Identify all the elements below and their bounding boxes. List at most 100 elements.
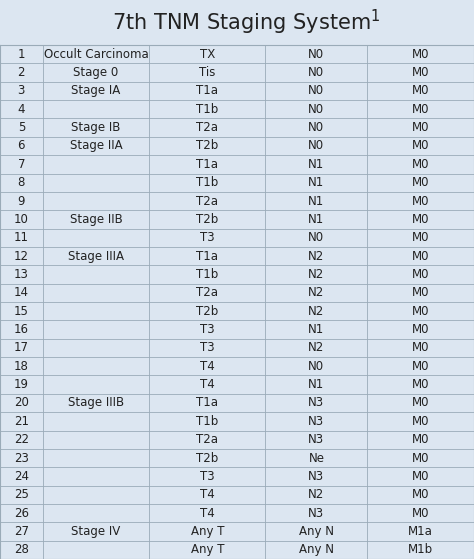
Text: Stage IV: Stage IV — [72, 525, 120, 538]
Text: 22: 22 — [14, 433, 29, 446]
Bar — [0, 247, 474, 266]
Text: TX: TX — [200, 48, 215, 61]
Text: 10: 10 — [14, 213, 29, 226]
Bar — [0, 173, 474, 192]
Bar — [0, 320, 474, 339]
Text: T1b: T1b — [196, 103, 219, 116]
Bar — [0, 100, 474, 119]
Text: M1a: M1a — [408, 525, 433, 538]
Bar — [0, 302, 474, 320]
Text: Stage IB: Stage IB — [71, 121, 121, 134]
Text: M0: M0 — [412, 488, 429, 501]
Text: T1b: T1b — [196, 176, 219, 189]
Text: T1b: T1b — [196, 268, 219, 281]
Text: N0: N0 — [308, 66, 325, 79]
Text: Stage IA: Stage IA — [72, 84, 120, 97]
Text: Tis: Tis — [199, 66, 216, 79]
Text: N1: N1 — [308, 323, 325, 336]
Text: 24: 24 — [14, 470, 29, 483]
Text: 20: 20 — [14, 396, 29, 409]
Text: 16: 16 — [14, 323, 29, 336]
Text: 2: 2 — [18, 66, 25, 79]
Text: M0: M0 — [412, 433, 429, 446]
Text: M0: M0 — [412, 231, 429, 244]
Text: N3: N3 — [308, 470, 325, 483]
Text: N2: N2 — [308, 268, 325, 281]
Text: M0: M0 — [412, 213, 429, 226]
Text: N2: N2 — [308, 342, 325, 354]
Text: 12: 12 — [14, 250, 29, 263]
Text: 11: 11 — [14, 231, 29, 244]
Text: 14: 14 — [14, 286, 29, 299]
Text: 26: 26 — [14, 506, 29, 520]
Bar — [0, 229, 474, 247]
Text: T2a: T2a — [196, 433, 219, 446]
Text: 19: 19 — [14, 378, 29, 391]
Bar — [0, 522, 474, 541]
Text: M0: M0 — [412, 360, 429, 373]
Text: T1a: T1a — [196, 250, 219, 263]
Text: M0: M0 — [412, 452, 429, 465]
Text: M0: M0 — [412, 158, 429, 171]
Bar — [0, 430, 474, 449]
Text: 8: 8 — [18, 176, 25, 189]
Text: N2: N2 — [308, 305, 325, 318]
Bar — [0, 357, 474, 376]
Text: 7: 7 — [18, 158, 25, 171]
Text: Occult Carcinoma: Occult Carcinoma — [44, 48, 148, 61]
Text: N3: N3 — [308, 506, 325, 520]
Text: M0: M0 — [412, 396, 429, 409]
Text: M0: M0 — [412, 470, 429, 483]
Text: 4: 4 — [18, 103, 25, 116]
Text: Any T: Any T — [191, 543, 224, 556]
Text: M1b: M1b — [408, 543, 433, 556]
Text: 7th TNM Staging System$^1$: 7th TNM Staging System$^1$ — [112, 8, 381, 37]
Text: T2b: T2b — [196, 139, 219, 153]
Bar — [0, 394, 474, 412]
Text: T1a: T1a — [196, 396, 219, 409]
Text: M0: M0 — [412, 66, 429, 79]
Text: N3: N3 — [308, 396, 325, 409]
Text: T4: T4 — [200, 360, 215, 373]
Text: N0: N0 — [308, 121, 325, 134]
Bar — [0, 192, 474, 210]
Text: N0: N0 — [308, 360, 325, 373]
Text: M0: M0 — [412, 195, 429, 207]
Text: T2a: T2a — [196, 121, 219, 134]
Text: M0: M0 — [412, 139, 429, 153]
Text: 3: 3 — [18, 84, 25, 97]
Text: T4: T4 — [200, 488, 215, 501]
Text: N1: N1 — [308, 213, 325, 226]
Bar — [0, 504, 474, 522]
Text: 18: 18 — [14, 360, 29, 373]
Text: Stage IIIB: Stage IIIB — [68, 396, 124, 409]
Bar — [0, 119, 474, 137]
Text: N1: N1 — [308, 378, 325, 391]
Bar — [0, 339, 474, 357]
Text: N0: N0 — [308, 231, 325, 244]
Text: N1: N1 — [308, 158, 325, 171]
Bar — [0, 283, 474, 302]
Text: M0: M0 — [412, 305, 429, 318]
Bar — [0, 82, 474, 100]
Text: Ne: Ne — [309, 452, 324, 465]
Text: Stage IIIA: Stage IIIA — [68, 250, 124, 263]
Bar — [0, 45, 474, 63]
Text: 6: 6 — [18, 139, 25, 153]
Text: T2b: T2b — [196, 213, 219, 226]
Text: M0: M0 — [412, 268, 429, 281]
Text: 5: 5 — [18, 121, 25, 134]
Text: 9: 9 — [18, 195, 25, 207]
Text: T2b: T2b — [196, 305, 219, 318]
Text: T4: T4 — [200, 378, 215, 391]
Bar — [0, 155, 474, 173]
Text: N1: N1 — [308, 176, 325, 189]
Text: 13: 13 — [14, 268, 29, 281]
Bar — [0, 137, 474, 155]
Bar — [0, 266, 474, 283]
Text: M0: M0 — [412, 286, 429, 299]
Text: Stage 0: Stage 0 — [73, 66, 118, 79]
Bar — [0, 376, 474, 394]
Bar — [0, 210, 474, 229]
Text: N3: N3 — [308, 433, 325, 446]
